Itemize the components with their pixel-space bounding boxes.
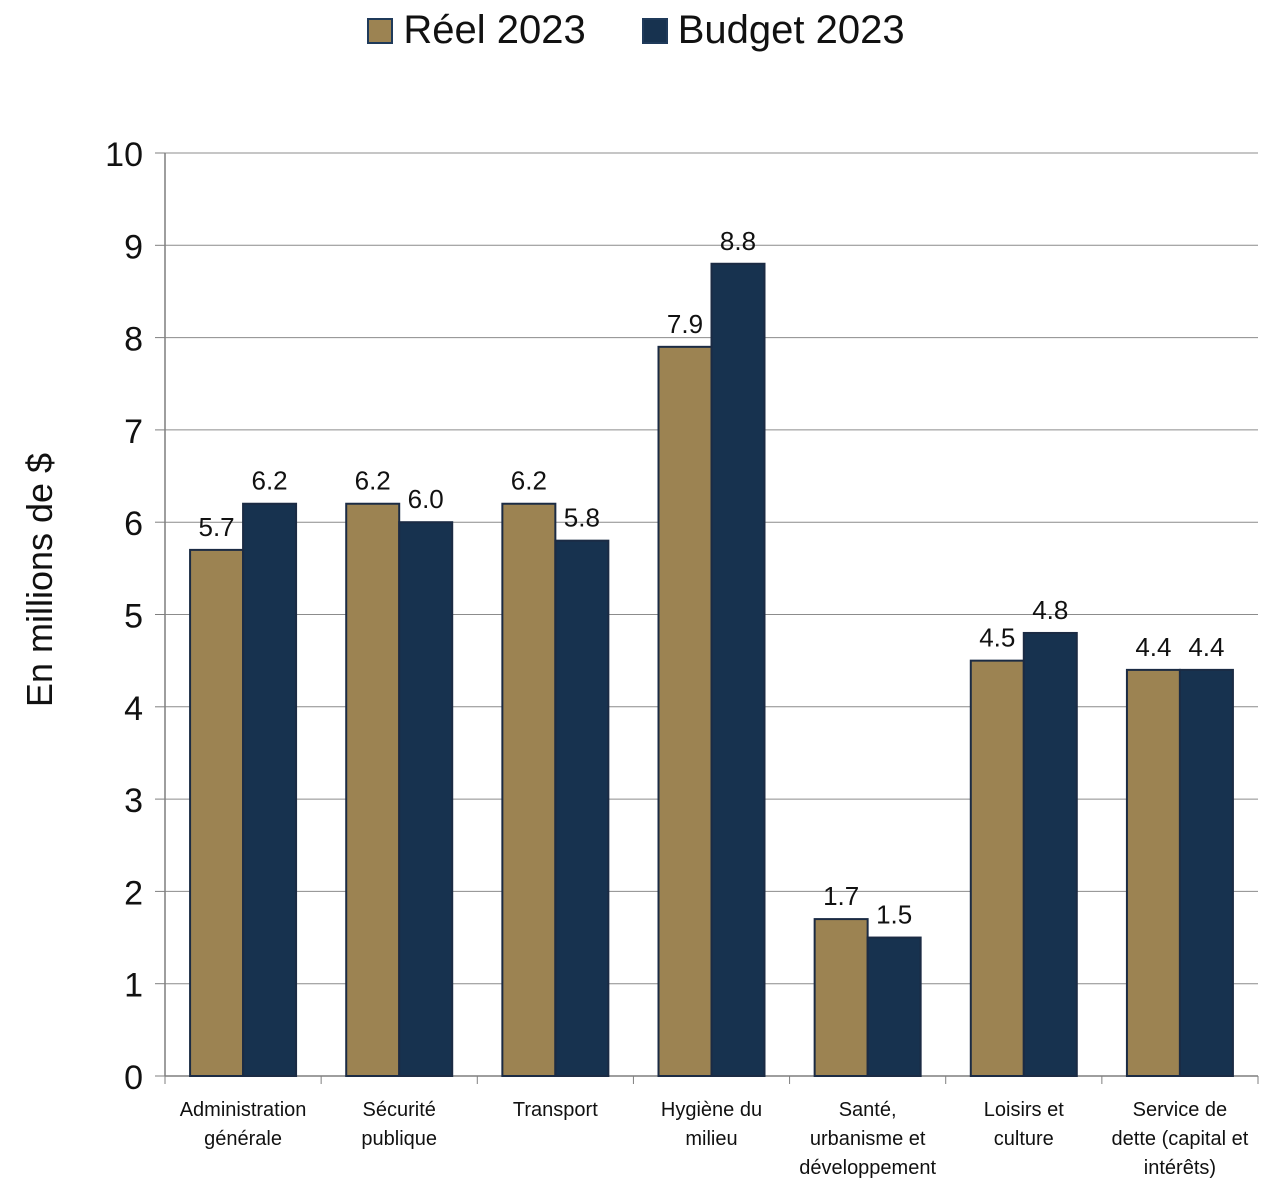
data-label: 5.7 bbox=[198, 512, 234, 542]
legend-item-reel: Réel 2023 bbox=[367, 8, 586, 53]
x-tick-label: générale bbox=[204, 1128, 282, 1150]
y-tick-label: 9 bbox=[124, 228, 143, 266]
x-tick-label: culture bbox=[994, 1128, 1054, 1150]
bar bbox=[398, 521, 454, 1077]
bar bbox=[554, 539, 610, 1077]
legend-swatch-reel bbox=[367, 17, 394, 44]
bar bbox=[242, 502, 298, 1077]
data-label: 6.2 bbox=[251, 466, 287, 496]
x-tick-label: dette (capital et bbox=[1112, 1128, 1249, 1150]
y-tick-label: 5 bbox=[124, 598, 143, 636]
bar bbox=[710, 262, 766, 1077]
y-tick-label: 0 bbox=[124, 1059, 143, 1097]
legend: Réel 2023 Budget 2023 bbox=[0, 8, 1272, 53]
x-tick-label: Hygiène du bbox=[661, 1099, 762, 1121]
bar bbox=[1178, 668, 1234, 1077]
legend-item-budget: Budget 2023 bbox=[641, 8, 905, 53]
x-tick-label: milieu bbox=[685, 1128, 737, 1150]
x-tick-label: développement bbox=[799, 1157, 936, 1179]
y-tick-label: 2 bbox=[124, 874, 143, 912]
data-label: 6.0 bbox=[408, 484, 444, 514]
y-tick-label: 4 bbox=[124, 690, 143, 728]
legend-label-reel: Réel 2023 bbox=[403, 8, 586, 52]
legend-swatch-budget bbox=[641, 17, 668, 44]
bar bbox=[969, 659, 1025, 1078]
bar bbox=[866, 936, 922, 1077]
x-tick-label: Sécurité bbox=[363, 1099, 436, 1121]
data-label: 7.9 bbox=[667, 309, 703, 339]
legend-label-budget: Budget 2023 bbox=[677, 8, 905, 52]
y-tick-label: 6 bbox=[124, 505, 143, 543]
x-tick-label: Administration bbox=[180, 1099, 307, 1121]
y-tick-label: 8 bbox=[124, 321, 143, 359]
bar bbox=[657, 345, 713, 1077]
y-tick-label: 10 bbox=[105, 136, 143, 174]
y-tick-label: 3 bbox=[124, 782, 143, 820]
x-tick-label: publique bbox=[361, 1128, 437, 1150]
data-label: 1.7 bbox=[823, 881, 859, 911]
x-tick-label: urbanisme et bbox=[810, 1128, 926, 1150]
bar bbox=[345, 502, 401, 1077]
x-tick-label: Transport bbox=[513, 1099, 598, 1121]
data-label: 4.4 bbox=[1188, 632, 1224, 662]
data-label: 4.8 bbox=[1032, 595, 1068, 625]
data-label: 4.4 bbox=[1135, 632, 1171, 662]
x-tick-label: intérêts) bbox=[1144, 1157, 1216, 1179]
bar bbox=[501, 502, 557, 1077]
x-tick-label: Santé, bbox=[839, 1099, 897, 1121]
bar bbox=[1125, 668, 1181, 1077]
bar bbox=[189, 548, 245, 1077]
data-label: 5.8 bbox=[564, 503, 600, 533]
data-label: 6.2 bbox=[355, 466, 391, 496]
x-tick-label: Service de bbox=[1133, 1099, 1228, 1121]
bar bbox=[813, 918, 869, 1078]
y-tick-label: 7 bbox=[124, 413, 143, 451]
x-tick-label: Loisirs et bbox=[984, 1099, 1064, 1121]
data-label: 4.5 bbox=[979, 623, 1015, 653]
bar bbox=[1022, 631, 1078, 1078]
data-label: 1.5 bbox=[876, 900, 912, 930]
y-tick-label: 1 bbox=[124, 967, 143, 1005]
data-label: 6.2 bbox=[511, 466, 547, 496]
data-label: 8.8 bbox=[720, 226, 756, 256]
